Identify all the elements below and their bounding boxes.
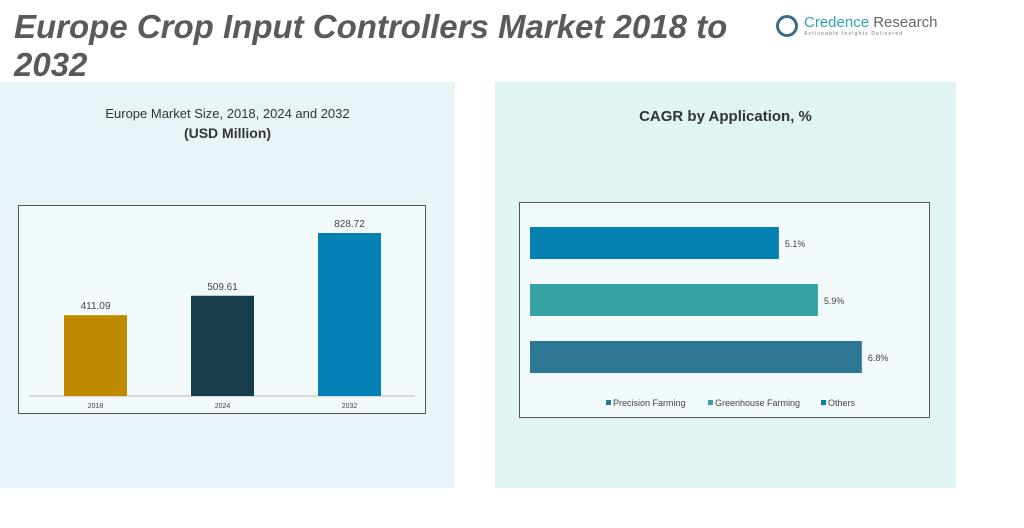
cagr-chart: 5.1% 5.9% 6.8% Precision Farming Greenhouse …: [530, 227, 889, 408]
chart-title: Europe Market Size, 2018, 2024 and 2032: [105, 106, 350, 121]
logo-name-2: Research: [869, 14, 938, 31]
legend-item: Greenhouse Farming: [715, 398, 800, 408]
legend-swatch: [606, 400, 611, 405]
bar-2032: [318, 233, 381, 396]
bar-greenhouse-farming: [530, 284, 818, 316]
bar-2024: [191, 295, 254, 396]
data-label: 6.8%: [868, 353, 889, 363]
logo-tagline: Actionable Insights Delivered: [804, 31, 904, 37]
chart-frame: 411.09 2018 509.61 2024 828.72 2032: [18, 205, 426, 414]
market-size-chart: 411.09 2018 509.61 2024 828.72 2032: [29, 219, 415, 410]
chart-title: CAGR by Application, %: [639, 108, 812, 125]
bar-precision-farming: [530, 341, 862, 373]
chart-frame: 5.1% 5.9% 6.8% Precision Farming Greenhouse …: [519, 202, 930, 418]
data-label: 509.61: [207, 282, 238, 293]
x-tick-label: 2024: [215, 403, 231, 410]
data-label: 411.09: [81, 301, 111, 312]
logo-icon: [776, 14, 798, 37]
bar-others: [530, 227, 779, 259]
legend-item: Precision Farming: [613, 398, 686, 408]
data-label: 828.72: [334, 219, 365, 230]
chart-subtitle: (USD Million): [183, 125, 272, 141]
legend-swatch: [708, 400, 713, 405]
x-tick-label: 2018: [88, 403, 104, 410]
logo-name: Credence: [804, 14, 870, 31]
page-title: Europe Crop Input Controllers Market 201…: [14, 8, 728, 83]
data-label: 5.1%: [785, 239, 806, 249]
market-size-panel: Europe Market Size, 2018, 2024 and 2032 …: [0, 82, 455, 488]
bar-2018: [64, 315, 127, 396]
x-tick-label: 2032: [342, 403, 358, 410]
logo: Credence Research Actionable Insights De…: [776, 14, 937, 37]
data-label: 5.9%: [824, 296, 845, 306]
legend-item: Others: [828, 398, 856, 408]
legend-swatch: [821, 400, 826, 405]
cagr-panel: CAGR by Application, % 5.1% 5.9% 6.8% Preci…: [495, 82, 956, 488]
